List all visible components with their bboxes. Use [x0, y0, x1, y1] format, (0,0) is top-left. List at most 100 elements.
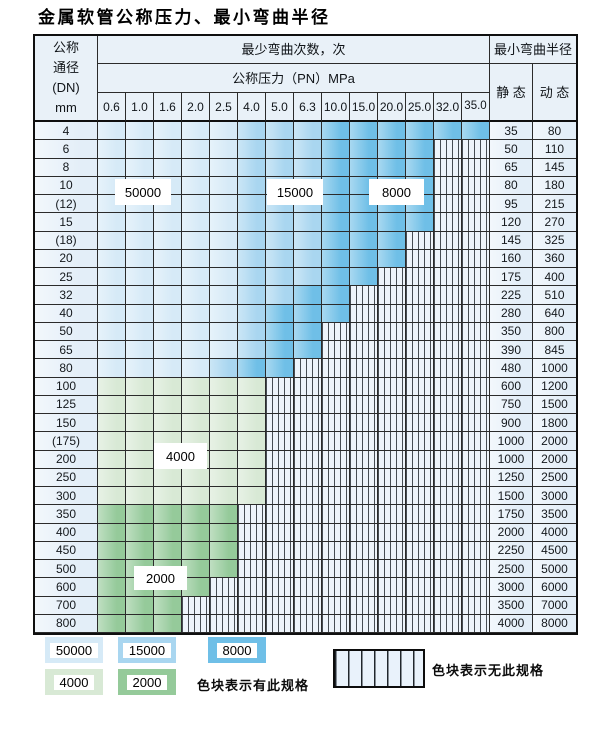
spec-cell-z15 [238, 140, 266, 159]
dn-cell: 800 [35, 614, 98, 633]
spec-cell-z50 [182, 304, 210, 323]
spec-cell-z15 [266, 268, 294, 287]
no-spec-cell [406, 414, 434, 433]
no-spec-cell [406, 377, 434, 396]
spec-cell-z2 [210, 560, 238, 579]
spec-cell-z15 [238, 176, 266, 195]
dn-cell: 8 [35, 158, 98, 177]
spec-cell-z4 [154, 377, 182, 396]
no-spec-cell [294, 505, 322, 524]
spec-cell-z15 [294, 231, 322, 250]
spec-cell-z2 [98, 505, 126, 524]
pressure-col-header: 25.0 [406, 93, 434, 122]
no-spec-cell [462, 432, 490, 451]
header-dynamic: 动 态 [533, 64, 576, 122]
spec-cell-z2 [126, 614, 154, 633]
no-spec-cell [294, 596, 322, 615]
spec-cell-z15 [238, 322, 266, 341]
no-spec-cell [294, 523, 322, 542]
no-spec-cell [462, 541, 490, 560]
spec-cell-z50 [210, 286, 238, 305]
no-spec-cell [462, 341, 490, 360]
spec-cell-z50 [210, 195, 238, 214]
dynamic-radius-cell: 80 [533, 122, 576, 141]
no-spec-cell [378, 432, 406, 451]
no-spec-cell [434, 249, 462, 268]
dn-cell: 15 [35, 213, 98, 232]
dynamic-radius-cell: 2000 [533, 432, 576, 451]
no-spec-cell [434, 541, 462, 560]
pressure-col-header: 4.0 [238, 93, 266, 122]
no-spec-cell [434, 614, 462, 633]
spec-cell-z50 [182, 158, 210, 177]
static-radius-cell: 1250 [490, 468, 533, 487]
spec-cell-z4 [126, 487, 154, 506]
no-spec-cell [378, 541, 406, 560]
dn-cell: 500 [35, 560, 98, 579]
dn-cell: 32 [35, 286, 98, 305]
pressure-col-header: 2.5 [210, 93, 238, 122]
no-spec-cell [406, 523, 434, 542]
legend-no-spec-text: 色块表示无此规格 [432, 663, 545, 678]
spec-cell-z4 [182, 377, 210, 396]
spec-cell-z50 [154, 213, 182, 232]
spec-cell-z50 [126, 231, 154, 250]
no-spec-cell [322, 322, 350, 341]
spec-cell-z2 [98, 541, 126, 560]
dn-cell: 6 [35, 140, 98, 159]
static-radius-cell: 2250 [490, 541, 533, 560]
static-radius-cell: 480 [490, 359, 533, 378]
spec-cell-z2 [98, 560, 126, 579]
no-spec-cell [434, 505, 462, 524]
static-radius-cell: 35 [490, 122, 533, 141]
header-dn-line1: 公称 [52, 39, 79, 55]
spec-cell-z8 [322, 122, 350, 141]
no-spec-cell [350, 578, 378, 597]
spec-cell-z50 [210, 304, 238, 323]
no-spec-cell [350, 505, 378, 524]
spec-cell-z2 [98, 596, 126, 615]
spec-cell-z50 [210, 322, 238, 341]
no-spec-cell [322, 541, 350, 560]
spec-cell-z4 [210, 450, 238, 469]
header-bend-cycles: 最少弯曲次数，次 [98, 36, 490, 64]
cycle-count-label: 15000 [267, 179, 323, 205]
spec-cell-z2 [182, 578, 210, 597]
pressure-col-header: 35.0 [462, 93, 490, 122]
no-spec-cell [322, 432, 350, 451]
spec-cell-z50 [98, 158, 126, 177]
no-spec-cell [462, 560, 490, 579]
dn-cell: 4 [35, 122, 98, 141]
spec-cell-z50 [126, 322, 154, 341]
spec-cell-z8 [350, 140, 378, 159]
spec-cell-z4 [238, 468, 266, 487]
spec-cell-z4 [98, 395, 126, 414]
no-spec-cell [322, 377, 350, 396]
spec-cell-z4 [98, 414, 126, 433]
spec-cell-z4 [126, 432, 154, 451]
dynamic-radius-cell: 8000 [533, 614, 576, 633]
no-spec-cell [378, 487, 406, 506]
spec-cell-z8 [322, 304, 350, 323]
no-spec-cell [434, 596, 462, 615]
no-spec-cell [462, 377, 490, 396]
spec-cell-z15 [210, 359, 238, 378]
no-spec-cell [350, 523, 378, 542]
static-radius-cell: 280 [490, 304, 533, 323]
no-spec-cell [294, 414, 322, 433]
spec-cell-z2 [154, 541, 182, 560]
spec-cell-z50 [154, 304, 182, 323]
static-radius-cell: 120 [490, 213, 533, 232]
spec-cell-z4 [210, 395, 238, 414]
no-spec-cell [406, 286, 434, 305]
no-spec-cell [434, 304, 462, 323]
spec-cell-z15 [294, 122, 322, 141]
spec-cell-z50 [126, 268, 154, 287]
spec-cell-z4 [238, 414, 266, 433]
spec-cell-z8 [378, 231, 406, 250]
no-spec-cell [350, 377, 378, 396]
static-radius-cell: 2500 [490, 560, 533, 579]
no-spec-cell [434, 395, 462, 414]
spec-cell-z8 [350, 268, 378, 287]
spec-cell-z8 [350, 231, 378, 250]
